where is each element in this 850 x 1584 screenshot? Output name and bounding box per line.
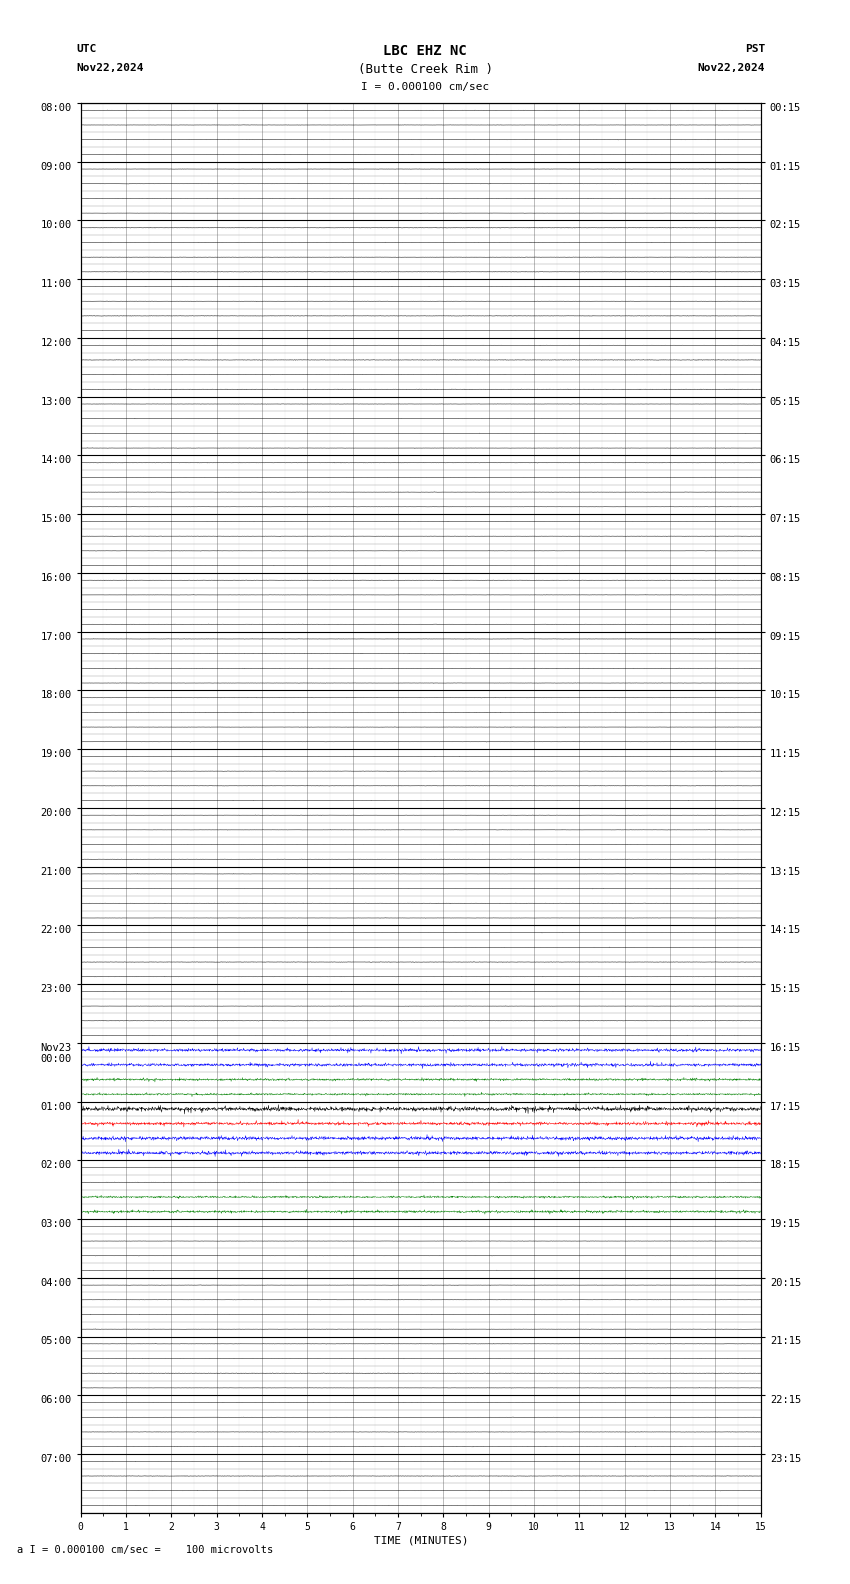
Text: PST: PST bbox=[745, 44, 765, 54]
Text: a I = 0.000100 cm/sec =    100 microvolts: a I = 0.000100 cm/sec = 100 microvolts bbox=[17, 1546, 273, 1555]
Text: LBC EHZ NC: LBC EHZ NC bbox=[383, 44, 467, 59]
Text: Nov22,2024: Nov22,2024 bbox=[76, 63, 144, 73]
Text: (Butte Creek Rim ): (Butte Creek Rim ) bbox=[358, 63, 492, 76]
Text: UTC: UTC bbox=[76, 44, 97, 54]
Text: I = 0.000100 cm/sec: I = 0.000100 cm/sec bbox=[361, 82, 489, 92]
Text: Nov22,2024: Nov22,2024 bbox=[698, 63, 765, 73]
X-axis label: TIME (MINUTES): TIME (MINUTES) bbox=[373, 1536, 468, 1546]
